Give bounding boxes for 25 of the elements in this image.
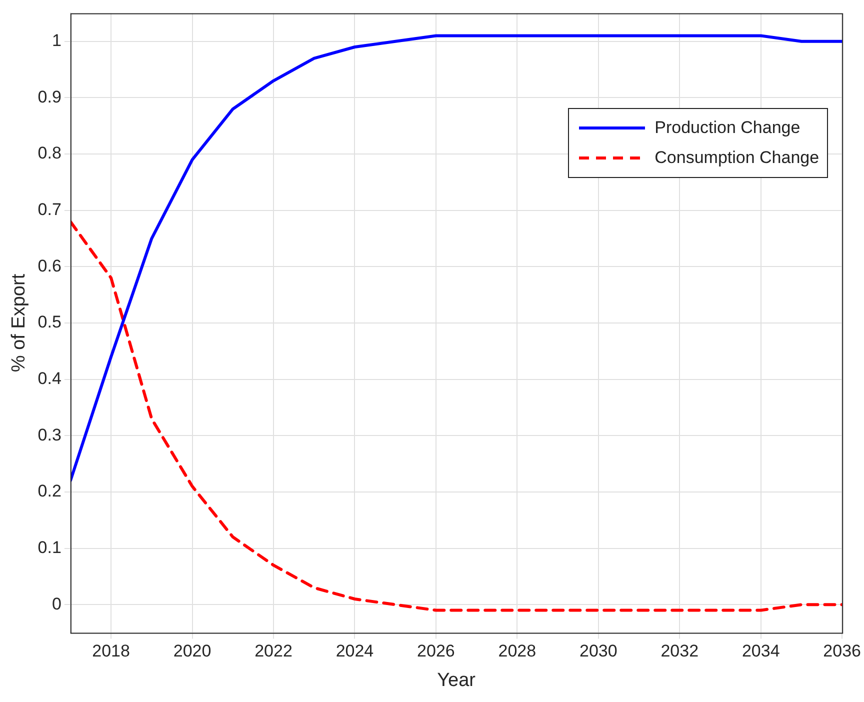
x-tick-label: 2018 <box>92 642 130 661</box>
x-tick-label: 2030 <box>579 642 618 661</box>
y-tick-label: 0 <box>52 594 62 614</box>
y-tick-label: 0.5 <box>38 312 62 332</box>
legend-label: Consumption Change <box>654 148 820 168</box>
legend-label: Production Change <box>654 118 800 138</box>
y-tick-label: 0.9 <box>38 87 62 106</box>
y-tick-label: 0.4 <box>38 369 62 388</box>
y-tick-label: 0.1 <box>38 538 62 557</box>
x-tick-label: 2032 <box>660 642 699 661</box>
x-tick-label: 2020 <box>173 642 212 661</box>
y-tick-label: 0.6 <box>38 256 62 276</box>
x-tick-label: 2022 <box>254 642 292 661</box>
x-tick-label: 2026 <box>417 642 455 661</box>
x-tick-label: 2024 <box>336 642 374 661</box>
y-tick-label: 1 <box>52 31 62 50</box>
x-tick-label: 2028 <box>498 642 536 661</box>
y-tick-label: 0.8 <box>38 144 62 163</box>
y-tick-label: 0.2 <box>38 482 62 501</box>
y-tick-label: 0.3 <box>38 425 62 444</box>
y-axis-title: % of Export <box>8 273 30 372</box>
y-tick-label: 0.7 <box>38 200 62 220</box>
x-axis-title: Year <box>437 670 476 691</box>
x-tick-label: 2034 <box>742 642 780 661</box>
x-tick-label: 2036 <box>823 642 862 661</box>
